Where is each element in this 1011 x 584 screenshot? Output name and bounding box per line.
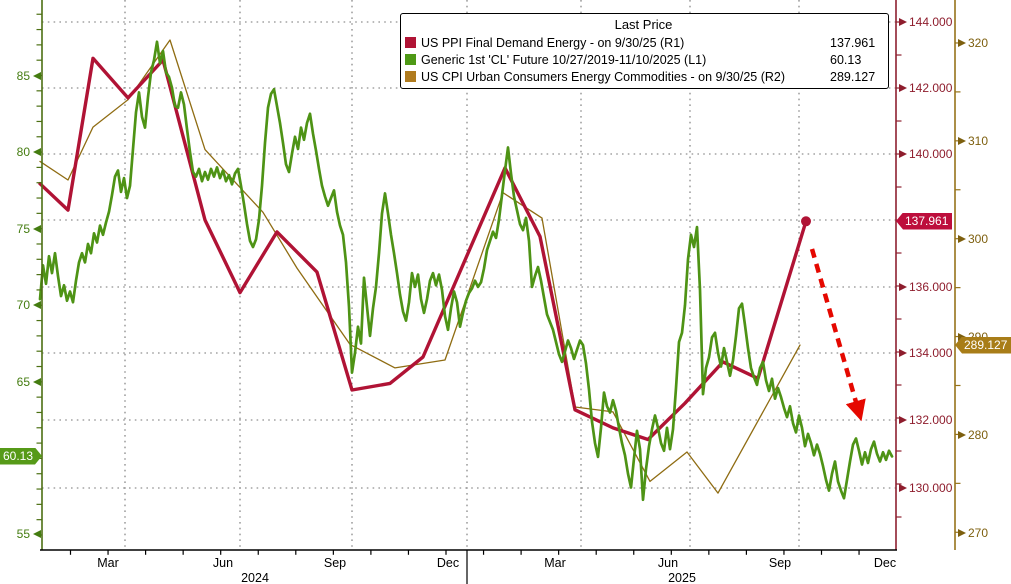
tick-arrow-icon xyxy=(899,484,907,492)
x-axis-year-label: 2024 xyxy=(241,571,269,584)
y-axis-label-right2: 280 xyxy=(958,427,988,443)
x-axis-month-label: Dec xyxy=(436,556,460,570)
last-point-marker xyxy=(801,216,811,227)
x-axis-month-label: Jun xyxy=(657,556,679,570)
last-price-badge-ppi: 137.961 xyxy=(896,212,953,230)
legend-swatch-cl-icon xyxy=(405,54,416,65)
y-axis-label-left: 55 xyxy=(0,526,41,542)
y-axis-label-left: 70 xyxy=(0,297,41,313)
legend-value: 137.961 xyxy=(830,35,876,50)
series-line-ppi[interactable] xyxy=(38,56,808,442)
x-axis-month-label: Jun xyxy=(212,556,234,570)
y-axis-label-right1: 130.000 xyxy=(899,480,952,496)
tick-arrow-icon xyxy=(958,235,966,243)
tick-arrow-icon xyxy=(899,150,907,158)
x-axis-year-label: 2025 xyxy=(668,571,696,584)
x-axis-month-label: Mar xyxy=(544,556,566,570)
y-axis-label-left: 80 xyxy=(0,144,41,160)
y-axis-label-left: 65 xyxy=(0,374,41,390)
y-axis-label-right2: 300 xyxy=(958,231,988,247)
tick-arrow-icon xyxy=(958,137,966,145)
tick-arrow-icon xyxy=(899,84,907,92)
series-line-cl[interactable] xyxy=(38,40,894,502)
tick-arrow-icon xyxy=(33,225,41,233)
x-axis-month-label: Dec xyxy=(873,556,897,570)
tick-arrow-icon xyxy=(958,39,966,47)
tick-arrow-icon xyxy=(33,530,41,538)
legend-value: 60.13 xyxy=(830,52,862,67)
last-price-badge-cl: 60.13 xyxy=(0,448,42,465)
tick-arrow-icon xyxy=(899,416,907,424)
tick-arrow-icon xyxy=(958,431,966,439)
legend-label: US CPI Urban Consumers Energy Commoditie… xyxy=(421,69,786,84)
series-line-cpi[interactable] xyxy=(39,39,801,494)
legend-item-ppi[interactable]: US PPI Final Demand Energy - on 9/30/25 … xyxy=(405,34,882,51)
legend-swatch-cpi-icon xyxy=(405,71,416,82)
tick-arrow-icon xyxy=(33,72,41,80)
tick-arrow-icon xyxy=(899,18,907,26)
tick-arrow-icon xyxy=(958,529,966,537)
y-axis-label-right1: 142.000 xyxy=(899,80,952,96)
legend-title: Last Price xyxy=(614,17,673,32)
legend-label: Generic 1st 'CL' Future 10/27/2019-11/10… xyxy=(421,52,707,67)
legend[interactable]: Last Price US PPI Final Demand Energy - … xyxy=(400,13,889,89)
x-axis-month-label: Sep xyxy=(323,556,347,570)
y-axis-label-right2: 310 xyxy=(958,133,988,149)
y-axis-label-right1: 132.000 xyxy=(899,412,952,428)
last-price-badge-cpi: 289.127 xyxy=(955,336,1011,354)
y-axis-label-right1: 140.000 xyxy=(899,146,952,162)
y-axis-label-right1: 136.000 xyxy=(899,279,952,295)
x-axis-month-label: Mar xyxy=(97,556,119,570)
x-axis-month-label: Sep xyxy=(768,556,792,570)
y-axis-label-left: 75 xyxy=(0,221,41,237)
y-axis-label-right1: 144.000 xyxy=(899,14,952,30)
legend-item-cl[interactable]: Generic 1st 'CL' Future 10/27/2019-11/10… xyxy=(405,51,882,68)
legend-value: 289.127 xyxy=(830,69,876,84)
tick-arrow-icon xyxy=(33,148,41,156)
projection-arrow xyxy=(809,248,866,422)
y-axis-label-right1: 134.000 xyxy=(899,345,952,361)
tick-arrow-icon xyxy=(899,283,907,291)
y-axis-label-right2: 320 xyxy=(958,35,988,51)
tick-arrow-icon xyxy=(33,301,41,309)
legend-label: US PPI Final Demand Energy - on 9/30/25 … xyxy=(421,35,685,50)
legend-item-cpi[interactable]: US CPI Urban Consumers Energy Commoditie… xyxy=(405,68,882,85)
y-axis-label-right2: 270 xyxy=(958,525,988,541)
tick-arrow-icon xyxy=(899,349,907,357)
legend-swatch-ppi-icon xyxy=(405,37,416,48)
tick-arrow-icon xyxy=(33,378,41,386)
y-axis-label-left: 85 xyxy=(0,68,41,84)
